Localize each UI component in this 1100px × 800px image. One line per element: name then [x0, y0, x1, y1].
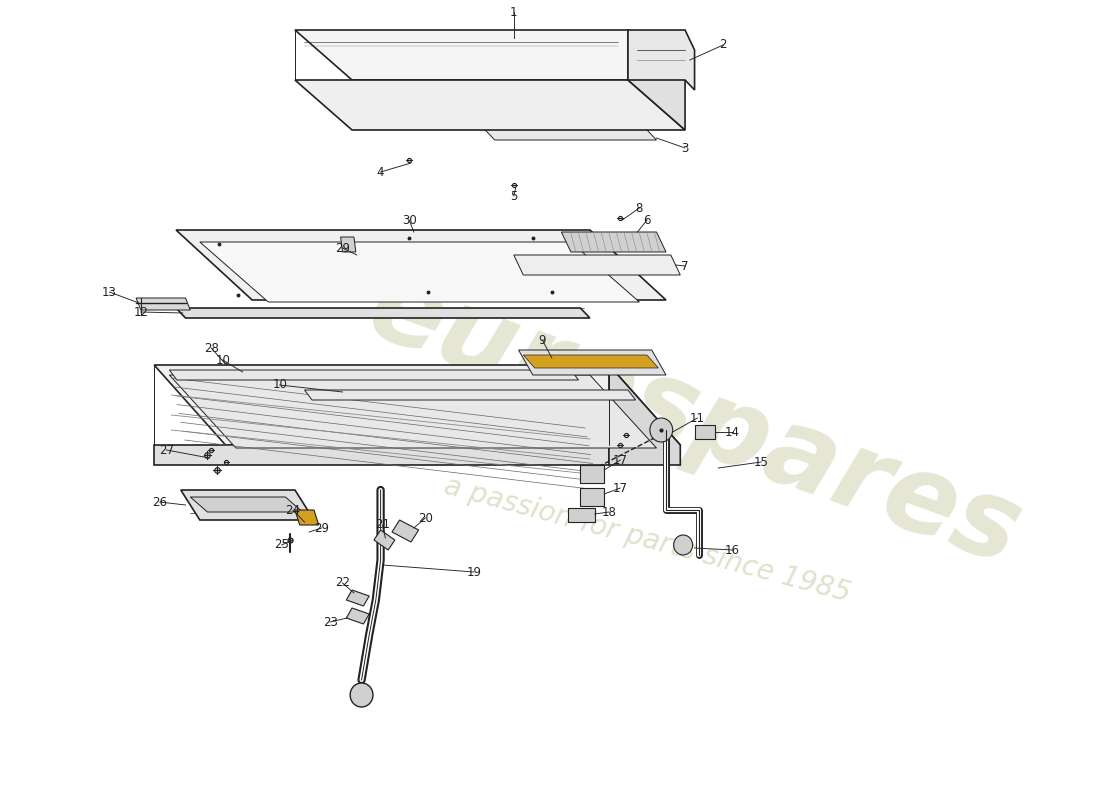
Text: 30: 30: [402, 214, 417, 226]
Text: 15: 15: [754, 455, 769, 469]
Text: 8: 8: [636, 202, 644, 214]
Polygon shape: [295, 510, 319, 525]
Text: 16: 16: [725, 543, 740, 557]
Text: 28: 28: [204, 342, 219, 354]
Polygon shape: [561, 232, 666, 252]
Text: 19: 19: [466, 566, 482, 578]
Polygon shape: [305, 390, 636, 400]
Polygon shape: [514, 255, 680, 275]
Text: 10: 10: [273, 378, 287, 391]
Circle shape: [673, 535, 693, 555]
Polygon shape: [609, 365, 680, 465]
Text: 18: 18: [602, 506, 616, 518]
Polygon shape: [176, 308, 590, 318]
Polygon shape: [466, 110, 657, 140]
Text: 3: 3: [681, 142, 689, 154]
Polygon shape: [180, 490, 314, 520]
Text: 29: 29: [315, 522, 329, 534]
Polygon shape: [190, 497, 302, 512]
Text: 14: 14: [725, 426, 740, 438]
Text: 21: 21: [375, 518, 390, 531]
Text: 12: 12: [133, 306, 148, 318]
Text: 24: 24: [286, 503, 300, 517]
Polygon shape: [374, 530, 395, 550]
Polygon shape: [169, 370, 579, 380]
Text: 2: 2: [719, 38, 727, 51]
Polygon shape: [154, 445, 609, 465]
Polygon shape: [136, 298, 190, 310]
Text: 7: 7: [681, 259, 689, 273]
Text: 23: 23: [322, 615, 338, 629]
Text: 25: 25: [274, 538, 289, 551]
Text: 29: 29: [336, 242, 350, 254]
Polygon shape: [200, 242, 639, 302]
Polygon shape: [295, 80, 685, 130]
Polygon shape: [176, 230, 666, 300]
Text: 17: 17: [613, 482, 628, 494]
Text: 6: 6: [644, 214, 651, 226]
Text: 11: 11: [690, 411, 705, 425]
Text: 10: 10: [216, 354, 230, 366]
Polygon shape: [628, 30, 685, 130]
Polygon shape: [524, 355, 659, 368]
Text: eurospares: eurospares: [354, 253, 1035, 587]
Text: 27: 27: [160, 443, 174, 457]
Text: a passion for parts since 1985: a passion for parts since 1985: [441, 472, 854, 608]
Polygon shape: [341, 237, 355, 252]
FancyBboxPatch shape: [694, 425, 715, 439]
Bar: [581, 465, 604, 483]
Text: 1: 1: [510, 6, 517, 18]
Polygon shape: [346, 608, 370, 624]
Text: 22: 22: [336, 577, 350, 590]
Text: 4: 4: [377, 166, 384, 178]
Polygon shape: [392, 520, 419, 542]
Circle shape: [350, 683, 373, 707]
Polygon shape: [295, 30, 685, 80]
Text: 5: 5: [510, 190, 517, 202]
Circle shape: [650, 418, 673, 442]
Polygon shape: [346, 590, 370, 606]
Polygon shape: [169, 375, 657, 448]
Text: 26: 26: [152, 495, 167, 509]
Bar: [568, 508, 595, 522]
Polygon shape: [154, 365, 680, 445]
Text: 13: 13: [102, 286, 117, 298]
Text: 20: 20: [418, 511, 432, 525]
Polygon shape: [628, 30, 694, 90]
Text: 9: 9: [539, 334, 546, 346]
Text: 17: 17: [613, 454, 628, 466]
Polygon shape: [518, 350, 666, 375]
Bar: [581, 488, 604, 506]
